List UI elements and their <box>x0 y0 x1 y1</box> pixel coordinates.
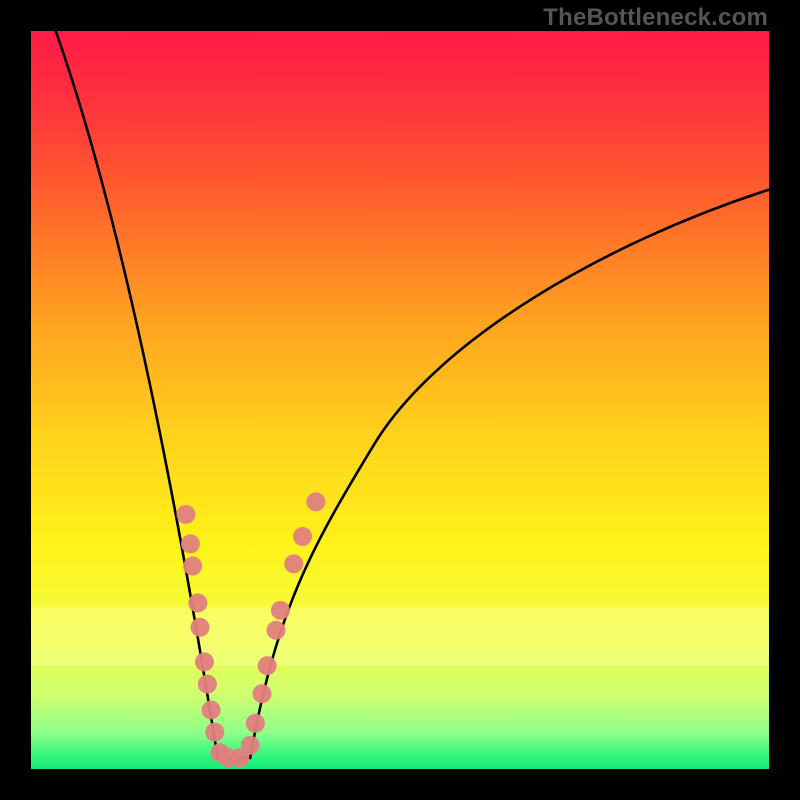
marker-dot <box>191 618 210 637</box>
marker-dot <box>183 557 202 576</box>
marker-dot <box>293 527 312 546</box>
marker-dot <box>176 505 195 524</box>
marker-dot <box>181 534 200 553</box>
marker-dot <box>252 684 271 703</box>
marker-dot <box>306 492 325 511</box>
marker-dot <box>202 700 221 719</box>
bottleneck-chart <box>31 31 769 769</box>
marker-dot <box>188 593 207 612</box>
marker-dot <box>246 714 265 733</box>
marker-dot <box>267 621 286 640</box>
marker-dot <box>195 652 214 671</box>
marker-dot <box>241 736 260 755</box>
pale-band <box>31 607 769 666</box>
marker-dot <box>205 723 224 742</box>
watermark-text: TheBottleneck.com <box>543 4 768 32</box>
marker-dot <box>271 601 290 620</box>
marker-dot <box>284 554 303 573</box>
marker-dot <box>198 675 217 694</box>
root-frame: { "canvas": { "width": 800, "height": 80… <box>0 0 800 800</box>
marker-dot <box>258 656 277 675</box>
